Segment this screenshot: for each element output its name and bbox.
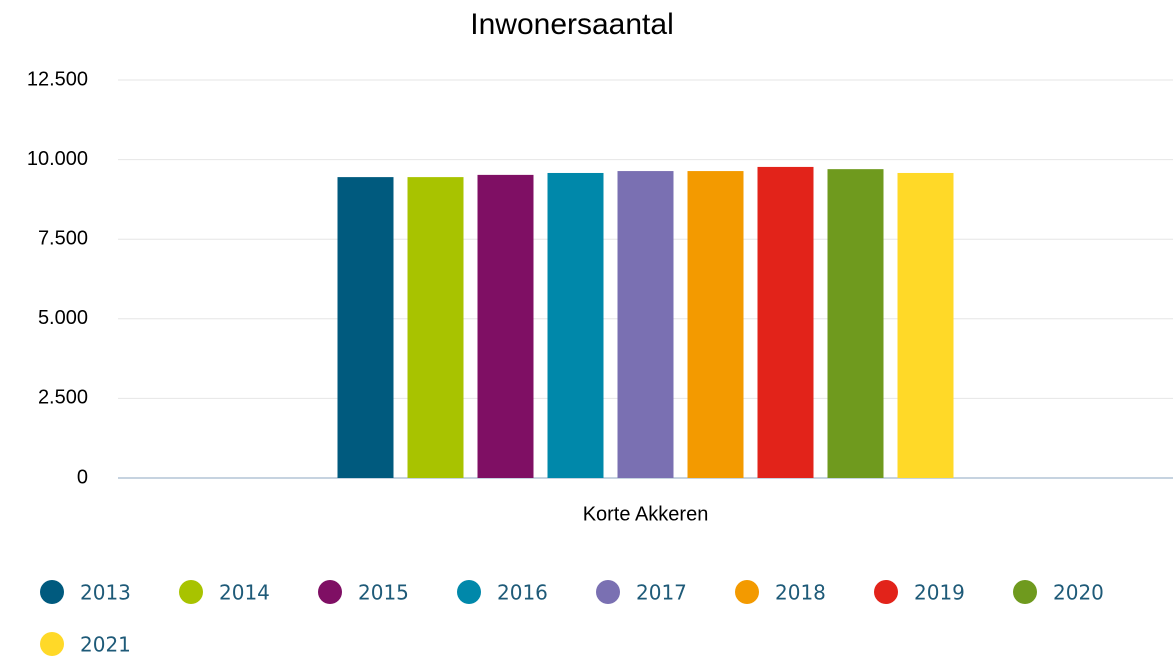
bar <box>407 177 464 478</box>
legend-label: 2021 <box>80 633 131 657</box>
bar <box>617 171 674 479</box>
legend-label: 2017 <box>636 581 687 605</box>
y-tick-label: 0 <box>77 466 88 488</box>
bar <box>547 172 604 479</box>
legend-marker <box>735 580 759 604</box>
legend-marker <box>596 580 620 604</box>
legend-marker <box>1013 580 1037 604</box>
y-tick-label: 5.000 <box>38 307 88 329</box>
chart-title: Inwonersaantal <box>470 8 673 41</box>
bar <box>477 174 534 479</box>
legend-label: 2015 <box>358 581 409 605</box>
legend-label: 2018 <box>775 581 826 605</box>
legend-marker <box>40 580 64 604</box>
bar <box>687 171 744 479</box>
legend-label: 2019 <box>914 581 965 605</box>
x-tick-label: Korte Akkeren <box>583 503 709 525</box>
y-tick-label: 12.500 <box>27 68 88 90</box>
y-tick-label: 7.500 <box>38 227 88 249</box>
legend-label: 2020 <box>1053 581 1104 605</box>
legend-marker <box>179 580 203 604</box>
legend-label: 2014 <box>219 581 270 605</box>
bar <box>337 177 394 478</box>
legend-marker <box>40 632 64 656</box>
y-tick-label: 10.000 <box>27 148 88 170</box>
legend-marker <box>318 580 342 604</box>
y-tick-label: 2.500 <box>38 387 88 409</box>
legend-label: 2013 <box>80 581 131 605</box>
bar <box>757 166 814 478</box>
bar <box>827 169 884 479</box>
legend-marker <box>874 580 898 604</box>
legend-marker <box>457 580 481 604</box>
legend-label: 2016 <box>497 581 548 605</box>
bar <box>897 172 954 479</box>
